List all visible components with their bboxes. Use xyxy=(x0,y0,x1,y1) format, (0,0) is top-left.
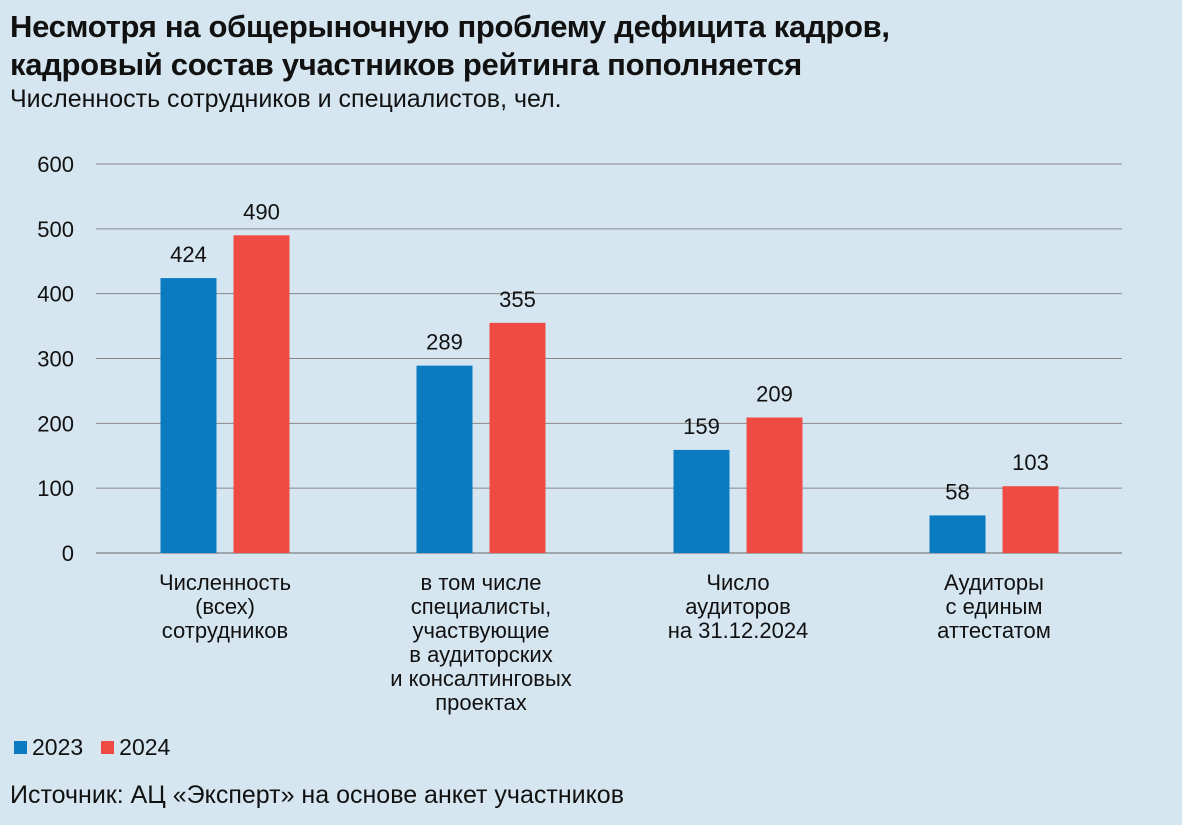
data-label-2023-2: 159 xyxy=(683,414,720,439)
legend-label-2024: 2024 xyxy=(119,734,171,760)
chart-title-line-2: кадровый состав участников рейтинга попо… xyxy=(10,47,802,82)
legend-swatch-2023 xyxy=(14,741,27,754)
x-tick-label-1: в том числе специалисты, участвующие в ауди… xyxy=(390,570,572,715)
y-tick-label-500: 500 xyxy=(37,217,74,242)
x-tick-label-2-line-2: на 31.12.2024 xyxy=(668,618,809,643)
bar-2024-2 xyxy=(746,417,803,553)
x-tick-label-0-line-1: (всех) xyxy=(195,594,255,619)
legend-item-2024: 2024 xyxy=(101,734,170,761)
x-tick-label-0: Численность (всех) сотрудников xyxy=(159,570,291,643)
chart-subtitle: Численность сотрудников и специалистов, … xyxy=(10,85,562,113)
x-tick-label-1-line-4: и консалтинговых xyxy=(390,666,572,691)
data-label-2024-2: 209 xyxy=(756,381,793,406)
bar-2024-0 xyxy=(233,235,290,554)
x-tick-label-2: Число аудиторов на 31.12.2024 xyxy=(668,570,809,643)
y-tick-label-100: 100 xyxy=(37,476,74,501)
data-label-2024-1: 355 xyxy=(499,287,536,312)
legend-swatch-2024 xyxy=(101,741,115,754)
x-tick-label-3: Аудиторы с единым аттестатом xyxy=(937,570,1051,643)
legend-label-2023: 2023 xyxy=(32,734,84,760)
bar-chart: 0 100 200 300 400 500 600 424 490 Численность (все… xyxy=(37,152,1122,715)
y-tick-label-300: 300 xyxy=(37,347,74,372)
source-note: Источник: АЦ «Эксперт» на основе анкет у… xyxy=(10,781,624,809)
x-tick-label-0-line-0: Численность xyxy=(159,570,291,595)
x-tick-label-2-line-1: аудиторов xyxy=(685,594,791,619)
x-tick-label-1-line-1: специалисты, xyxy=(411,594,551,619)
x-tick-label-3-line-0: Аудиторы xyxy=(944,570,1044,595)
x-tick-label-1-line-5: проектах xyxy=(435,690,527,715)
data-label-2023-0: 424 xyxy=(170,242,207,267)
data-label-2023-1: 289 xyxy=(426,330,463,355)
y-tick-label-400: 400 xyxy=(37,282,74,307)
x-tick-label-0-line-2: сотрудников xyxy=(162,618,288,643)
x-tick-label-3-line-2: аттестатом xyxy=(937,618,1051,643)
bar-2023-2 xyxy=(673,449,730,553)
y-tick-label-200: 200 xyxy=(37,411,74,436)
x-tick-label-1-line-3: в аудиторских xyxy=(409,642,552,667)
bar-2024-3 xyxy=(1002,486,1059,553)
x-tick-label-2-line-0: Число xyxy=(706,570,769,595)
x-tick-label-3-line-1: с единым xyxy=(945,594,1042,619)
legend: 2023 2024 xyxy=(14,734,188,761)
y-tick-label-600: 600 xyxy=(37,152,74,177)
legend-item-2023: 2023 xyxy=(14,734,83,761)
y-tick-label-0: 0 xyxy=(62,541,74,566)
data-label-2024-0: 490 xyxy=(243,199,280,224)
chart-title-line-1: Несмотря на общерыночную проблему дефици… xyxy=(10,9,890,44)
bar-2024-1 xyxy=(489,322,546,553)
chart-title: Несмотря на общерыночную проблему дефици… xyxy=(10,8,1170,84)
bar-2023-0 xyxy=(160,278,217,553)
bar-2023-3 xyxy=(929,515,986,553)
data-label-2023-3: 58 xyxy=(945,479,969,504)
x-tick-label-1-line-0: в том числе xyxy=(421,570,542,595)
x-tick-label-1-line-2: участвующие xyxy=(412,618,549,643)
data-label-2024-3: 103 xyxy=(1012,450,1049,475)
bar-2023-1 xyxy=(416,365,473,553)
